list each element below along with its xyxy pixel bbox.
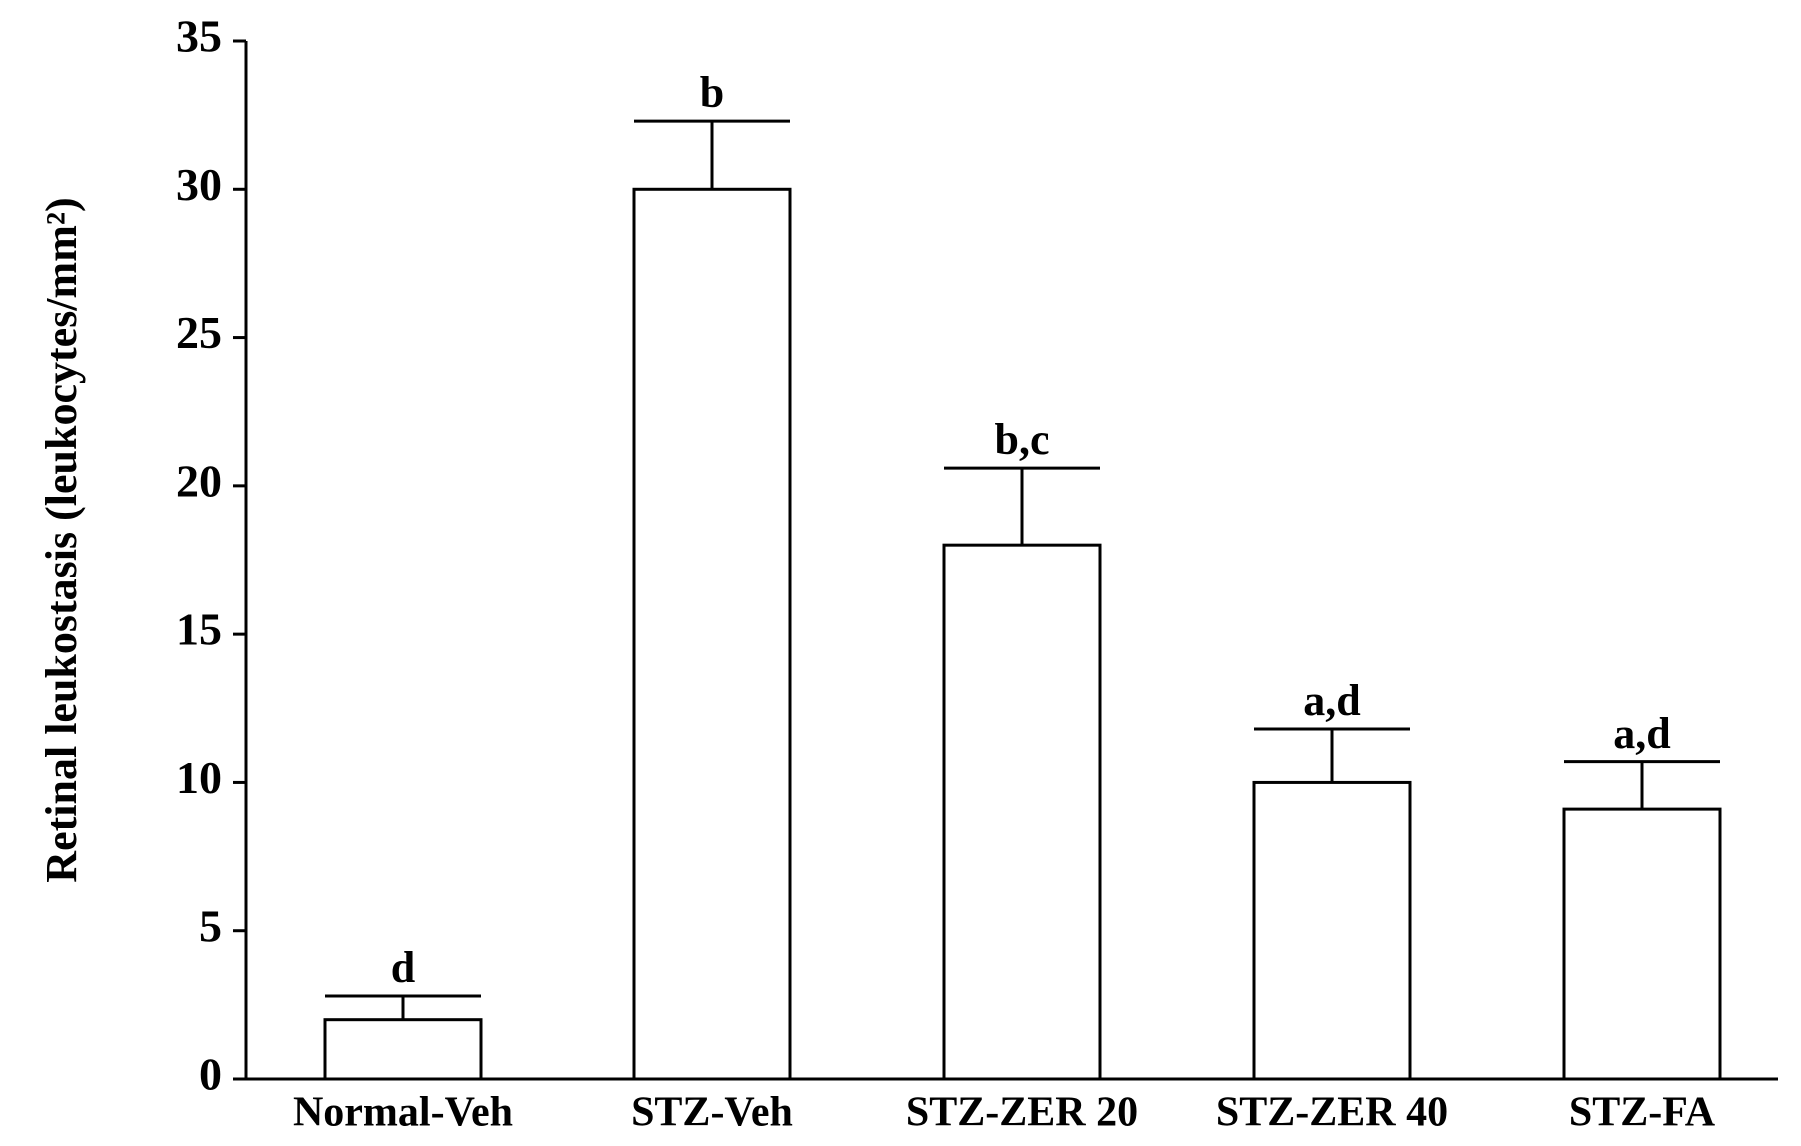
x-tick-label: Normal-Veh [293,1090,513,1136]
bar [942,543,1102,1081]
y-tick-label: 35 [176,11,222,62]
x-tick-label: STZ-ZER 20 [906,1090,1138,1136]
bar [632,187,792,1081]
bar [1562,807,1722,1081]
x-tick-label: STZ-Veh [631,1090,793,1136]
y-tick-label: 0 [199,1049,222,1100]
y-tick-label: 25 [176,307,222,358]
bar [323,1018,483,1081]
x-tick-label: STZ-ZER 40 [1216,1090,1448,1136]
annotation: a,d [1303,676,1360,725]
y-tick-label: 10 [176,752,222,803]
y-tick-label: 15 [176,604,222,655]
y-tick-label: 5 [199,900,222,951]
annotation: b [700,68,724,117]
y-tick-label: 30 [176,159,222,210]
y-tick-label: 20 [176,455,222,506]
annotation: b,c [995,415,1050,464]
y-axis-label: Retinal leukostasis (leukocytes/mm²) [37,197,86,882]
x-tick-label: STZ-FA [1569,1090,1716,1136]
annotation: d [391,943,415,992]
annotation: a,d [1613,709,1670,758]
bar [1252,780,1412,1081]
